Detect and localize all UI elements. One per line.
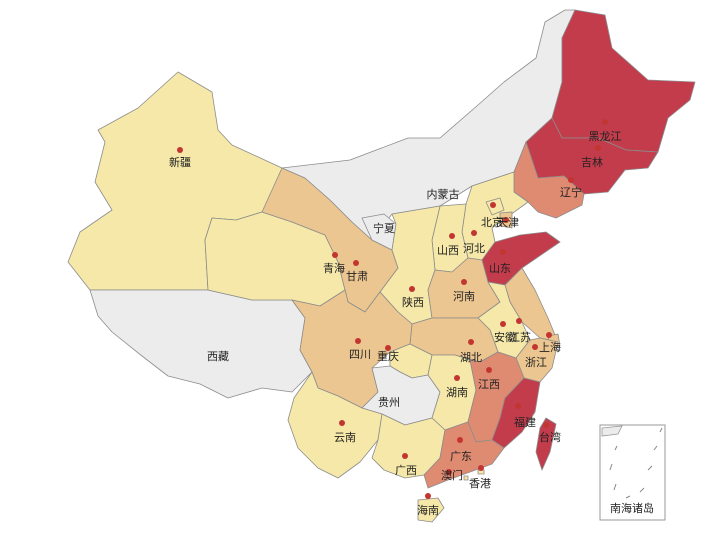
dot-guangxi[interactable] bbox=[402, 453, 408, 459]
dot-hainan[interactable] bbox=[425, 493, 431, 499]
dot-jilin[interactable] bbox=[595, 145, 601, 151]
label-tianjin: 天津 bbox=[497, 216, 519, 229]
dot-taiwan[interactable] bbox=[543, 422, 549, 428]
label-heilongjiang: 黑龙江 bbox=[589, 130, 622, 143]
label-hebei: 河北 bbox=[463, 242, 485, 255]
region-aomen[interactable] bbox=[463, 475, 469, 481]
dot-shaanxi[interactable] bbox=[409, 286, 415, 292]
region-heilongjiang[interactable] bbox=[551, 9, 696, 153]
label-sichuan: 四川 bbox=[349, 348, 371, 361]
dot-jiangxi[interactable] bbox=[486, 367, 492, 373]
dot-hebei[interactable] bbox=[471, 230, 477, 236]
dot-hubei[interactable] bbox=[468, 339, 474, 345]
label-xizang: 西藏 bbox=[207, 350, 229, 363]
label-xinjiang: 新疆 bbox=[169, 155, 191, 169]
dot-anhui[interactable] bbox=[500, 321, 506, 327]
dot-tianjin[interactable] bbox=[503, 217, 509, 223]
dot-heilongjiang[interactable] bbox=[602, 119, 608, 125]
label-jiangxi: 江西 bbox=[478, 378, 500, 391]
label-jiangsu: 江苏 bbox=[509, 331, 531, 344]
label-jilin: 吉林 bbox=[581, 155, 603, 169]
label-guangxi: 广西 bbox=[395, 464, 417, 477]
label-hunan: 湖南 bbox=[446, 386, 468, 399]
dot-xianggang[interactable] bbox=[478, 465, 484, 471]
dot-aomen[interactable] bbox=[446, 469, 452, 475]
dot-shanghai[interactable] bbox=[546, 332, 552, 338]
dot-jiangsu[interactable] bbox=[516, 318, 522, 324]
label-ningxia: 宁夏 bbox=[373, 221, 395, 235]
inset-coastline bbox=[601, 425, 623, 437]
dot-zhejiang[interactable] bbox=[532, 344, 538, 350]
label-aomen: 澳门 bbox=[441, 468, 463, 482]
dot-liaoning[interactable] bbox=[568, 177, 574, 183]
south-china-sea-inset: 南海诸岛 bbox=[599, 424, 666, 521]
inset-frame bbox=[599, 424, 666, 521]
label-guizhou: 贵州 bbox=[378, 396, 400, 409]
dot-xinjiang[interactable] bbox=[177, 147, 183, 153]
label-xianggang: 香港 bbox=[469, 477, 491, 490]
region-yunnan[interactable] bbox=[287, 371, 383, 479]
dot-qinghai[interactable] bbox=[332, 252, 338, 258]
label-shanghai: 上海 bbox=[539, 340, 561, 354]
dot-beijing[interactable] bbox=[490, 202, 496, 208]
dot-chongqing[interactable] bbox=[385, 345, 391, 351]
label-beijing: 北京 bbox=[481, 215, 503, 229]
dot-sichuan[interactable] bbox=[355, 338, 361, 344]
label-shandong: 山东 bbox=[489, 262, 511, 275]
inset-label: 南海诸岛 bbox=[610, 501, 654, 515]
region-fujian[interactable] bbox=[491, 377, 541, 449]
label-taiwan: 台湾 bbox=[539, 430, 561, 444]
dot-shandong[interactable] bbox=[500, 249, 506, 255]
label-neimenggu: 内蒙古 bbox=[427, 187, 460, 201]
label-zhejiang: 浙江 bbox=[525, 356, 547, 369]
label-qinghai: 青海 bbox=[323, 261, 345, 275]
dot-yunnan[interactable] bbox=[339, 420, 345, 426]
region-xizang[interactable] bbox=[89, 289, 313, 399]
dot-henan[interactable] bbox=[461, 279, 467, 285]
label-hainan: 海南 bbox=[417, 503, 439, 517]
inset-islands bbox=[609, 427, 663, 499]
region-taiwan[interactable] bbox=[535, 417, 557, 471]
dot-hunan[interactable] bbox=[454, 375, 460, 381]
dot-gansu[interactable] bbox=[353, 260, 359, 266]
dot-shanxi[interactable] bbox=[449, 233, 455, 239]
dot-guangdong[interactable] bbox=[457, 437, 463, 443]
label-hubei: 湖北 bbox=[460, 351, 482, 364]
dot-fujian[interactable] bbox=[515, 403, 521, 409]
label-anhui: 安徽 bbox=[494, 330, 516, 344]
label-chongqing: 重庆 bbox=[377, 349, 399, 363]
label-gansu: 甘肃 bbox=[346, 270, 368, 283]
label-fujian: 福建 bbox=[514, 415, 536, 429]
label-liaoning: 辽宁 bbox=[560, 185, 582, 199]
label-shanxi: 山西 bbox=[437, 244, 459, 257]
label-yunnan: 云南 bbox=[334, 431, 356, 444]
label-guangdong: 广东 bbox=[450, 450, 472, 463]
label-shaanxi: 陕西 bbox=[402, 295, 424, 309]
region-hainan[interactable] bbox=[417, 497, 445, 523]
label-henan: 河南 bbox=[453, 290, 475, 303]
